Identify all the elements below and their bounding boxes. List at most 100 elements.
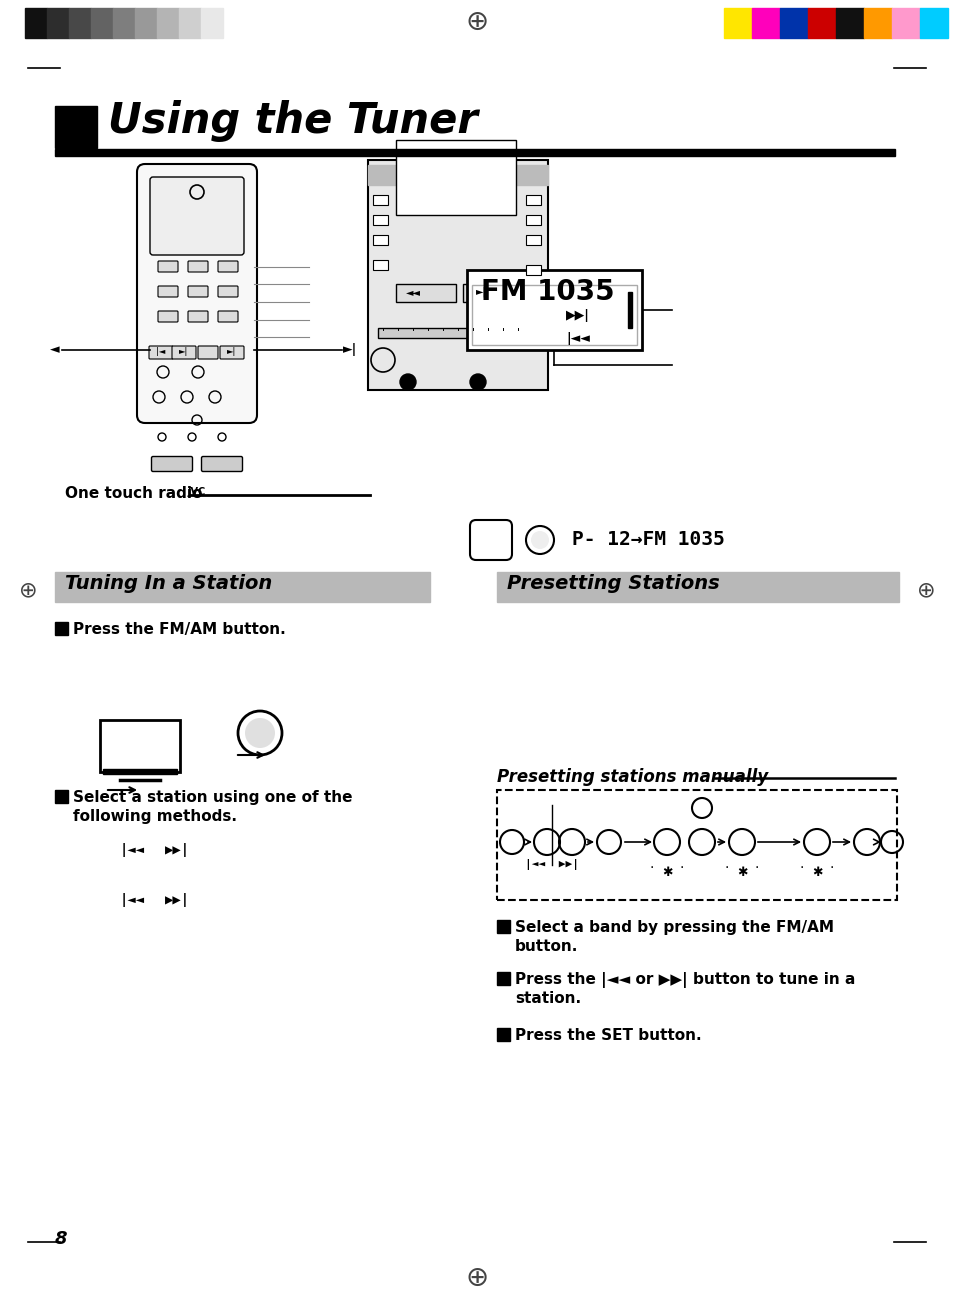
Text: |◄◄: |◄◄ [565, 332, 589, 345]
Text: Press the FM/AM button.: Press the FM/AM button. [73, 622, 286, 637]
Bar [863, 8, 891, 38]
Text: ·: · [724, 861, 728, 874]
Bar [835, 8, 863, 38]
Bar [497, 572, 898, 603]
FancyBboxPatch shape [218, 311, 237, 322]
Text: 8: 8 [55, 1230, 68, 1248]
Text: ✱: ✱ [661, 865, 672, 878]
Text: Select a station using one of the: Select a station using one of the [73, 789, 352, 805]
Text: ►|: ►| [342, 344, 356, 357]
FancyBboxPatch shape [158, 311, 178, 322]
FancyBboxPatch shape [150, 176, 244, 255]
Text: ⊕: ⊕ [916, 580, 934, 600]
Bar [55, 106, 97, 148]
Bar [47, 8, 69, 38]
Bar [525, 235, 540, 244]
Bar [157, 8, 179, 38]
Text: ·: · [829, 861, 833, 874]
Text: Using the Tuner: Using the Tuner [108, 101, 477, 142]
Text: following methods.: following methods. [73, 809, 236, 823]
Bar [103, 769, 177, 774]
Text: ⊕: ⊕ [465, 1264, 488, 1293]
Bar [462, 284, 507, 302]
Text: ▶▶|: ▶▶| [165, 893, 190, 907]
FancyBboxPatch shape [158, 286, 178, 297]
Text: ·: · [649, 861, 654, 874]
Bar [395, 140, 516, 214]
Text: ⊕: ⊕ [465, 8, 488, 37]
Bar [497, 789, 896, 901]
Text: Select a band by pressing the FM/AM: Select a band by pressing the FM/AM [515, 920, 833, 935]
FancyBboxPatch shape [188, 311, 208, 322]
FancyBboxPatch shape [218, 261, 237, 272]
FancyBboxPatch shape [470, 520, 512, 559]
Bar [112, 8, 135, 38]
Bar [201, 8, 223, 38]
Text: ◄◄: ◄◄ [405, 288, 420, 297]
Text: ✱: ✱ [811, 865, 821, 878]
Text: |◄◄: |◄◄ [120, 893, 145, 907]
FancyBboxPatch shape [188, 261, 208, 272]
FancyBboxPatch shape [220, 346, 244, 359]
Text: ▶▶|: ▶▶| [565, 310, 589, 323]
Text: ►|: ►| [179, 348, 189, 357]
FancyBboxPatch shape [172, 346, 195, 359]
Bar [627, 291, 631, 328]
Bar [377, 328, 537, 339]
Bar [525, 265, 540, 274]
Bar [395, 284, 456, 302]
Circle shape [399, 374, 416, 389]
Text: Tuning In a Station: Tuning In a Station [65, 574, 272, 593]
Text: ⊕: ⊕ [19, 580, 37, 600]
Text: ◄: ◄ [51, 344, 60, 357]
Bar [497, 972, 510, 985]
FancyBboxPatch shape [149, 346, 172, 359]
Text: FM 1035: FM 1035 [480, 278, 614, 306]
Text: ·: · [679, 861, 683, 874]
Text: ·: · [754, 861, 759, 874]
Text: Press the SET button.: Press the SET button. [515, 1029, 700, 1043]
Bar [472, 285, 637, 345]
Bar [807, 8, 835, 38]
Text: |◄: |◄ [156, 348, 166, 357]
Text: One touch radio: One touch radio [65, 486, 202, 501]
Bar [55, 149, 894, 156]
Bar [368, 165, 547, 186]
Bar [467, 271, 641, 350]
Text: ·: · [799, 861, 803, 874]
Bar [55, 789, 68, 802]
FancyBboxPatch shape [188, 286, 208, 297]
Bar [751, 8, 780, 38]
Bar [55, 622, 68, 635]
FancyBboxPatch shape [201, 456, 242, 472]
Text: JVC: JVC [188, 488, 206, 497]
FancyBboxPatch shape [137, 163, 256, 423]
Text: button.: button. [515, 938, 578, 954]
Bar [91, 8, 112, 38]
Bar [69, 8, 91, 38]
Bar [723, 8, 751, 38]
Bar [373, 260, 388, 271]
FancyBboxPatch shape [218, 286, 237, 297]
Text: ✱: ✱ [736, 865, 746, 878]
Bar [525, 195, 540, 205]
Bar [780, 8, 807, 38]
FancyBboxPatch shape [198, 346, 218, 359]
Bar [373, 195, 388, 205]
Text: ►|: ►| [227, 348, 236, 357]
Circle shape [245, 718, 274, 748]
Bar [55, 572, 430, 603]
Text: P- 12→FM 1035: P- 12→FM 1035 [572, 531, 724, 549]
Bar [525, 214, 540, 225]
Circle shape [531, 531, 548, 549]
Text: |◄◄: |◄◄ [120, 843, 145, 857]
Bar [919, 8, 947, 38]
Bar [891, 8, 919, 38]
Text: Presetting stations manually: Presetting stations manually [497, 769, 767, 786]
Bar [368, 159, 547, 389]
Text: station.: station. [515, 991, 580, 1006]
Bar [497, 920, 510, 933]
Bar [497, 1029, 510, 1040]
Bar [179, 8, 201, 38]
Text: Presetting Stations: Presetting Stations [506, 574, 719, 593]
